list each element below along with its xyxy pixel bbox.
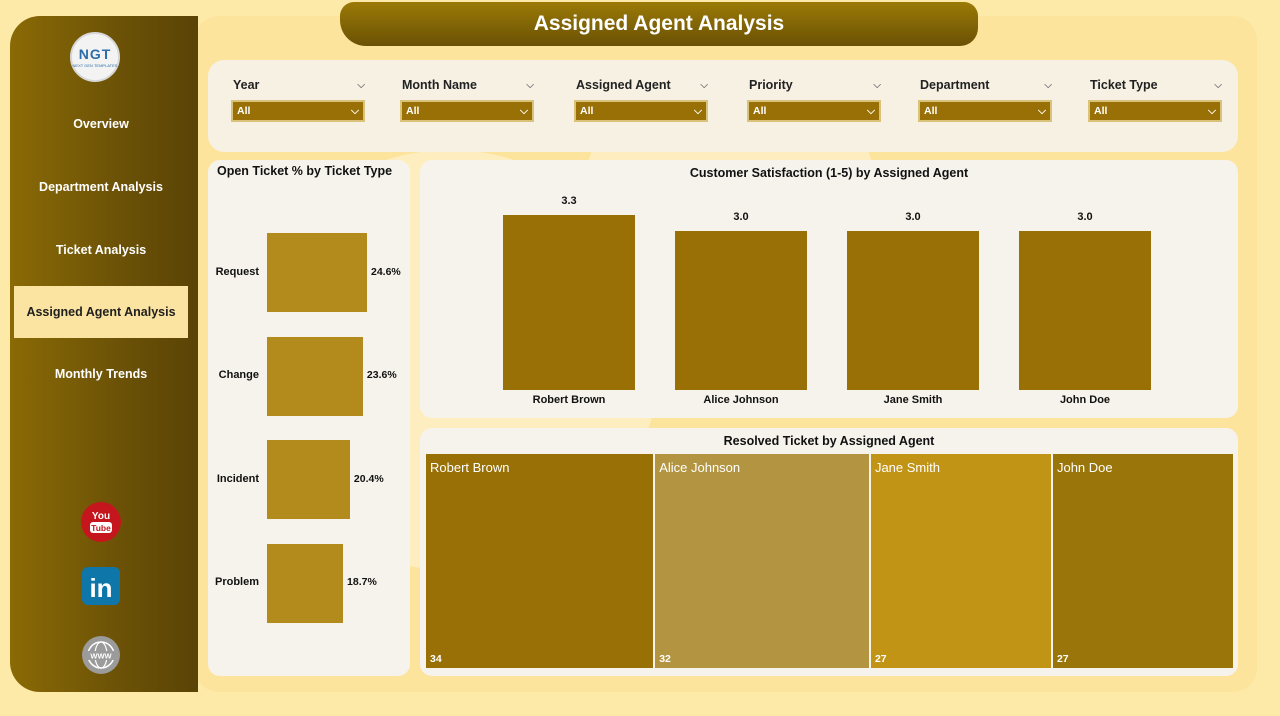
filter-month-name: Month Name ⌵ All ⌵ xyxy=(400,78,534,122)
treemap-tile-value: 32 xyxy=(659,653,671,665)
filter-priority: Priority ⌵ All ⌵ xyxy=(747,78,881,122)
bar-value-label: 23.6% xyxy=(366,369,397,381)
chevron-down-icon: ⌵ xyxy=(867,104,875,117)
bar[interactable] xyxy=(503,215,635,390)
bar-value-label: 24.6% xyxy=(371,265,401,278)
month-name-select[interactable]: All ⌵ xyxy=(400,100,534,122)
bar-category-label: Robert Brown xyxy=(532,394,606,406)
chevron-down-icon[interactable]: ⌵ xyxy=(700,79,708,91)
sidebar-item-label: Monthly Trends xyxy=(54,367,148,381)
sidebar-item-department-analysis[interactable]: Department Analysis xyxy=(14,161,188,213)
svg-text:in: in xyxy=(89,573,112,603)
select-value: All xyxy=(580,105,594,117)
bar-category-label: Request xyxy=(215,265,259,278)
sidebar-item-label: Department Analysis xyxy=(39,180,163,194)
select-value: All xyxy=(237,105,251,117)
bar-category-label: John Doe xyxy=(1059,394,1111,406)
sidebar-item-assigned-agent-analysis[interactable]: Assigned Agent Analysis xyxy=(14,286,188,338)
bar[interactable] xyxy=(675,230,807,390)
select-value: All xyxy=(924,105,938,117)
treemap-tile-value: 34 xyxy=(430,653,442,665)
sidebar-item-ticket-analysis[interactable]: Ticket Analysis xyxy=(14,224,188,276)
treemap-tile[interactable]: Alice Johnson 32 xyxy=(655,454,869,668)
bar-value-label: 18.7% xyxy=(347,576,377,588)
www-icon[interactable]: WWW xyxy=(80,634,122,676)
bar-value-label: 3.0 xyxy=(1077,210,1093,223)
sidebar-item-label: Assigned Agent Analysis xyxy=(26,305,176,319)
sidebar-item-overview[interactable]: Overview xyxy=(14,98,188,150)
treemap-tile[interactable]: John Doe 27 xyxy=(1052,454,1233,668)
chart-title: Customer Satisfaction (1-5) by Assigned … xyxy=(689,166,969,180)
treemap-tile-label: John Doe xyxy=(1056,460,1113,475)
chevron-down-icon: ⌵ xyxy=(1208,104,1216,117)
bar-category-label: Incident xyxy=(216,472,259,485)
chart-title: Resolved Ticket by Assigned Agent xyxy=(723,434,935,448)
sidebar-item-label: Ticket Analysis xyxy=(55,243,147,257)
ticket-type-select[interactable]: All ⌵ xyxy=(1088,100,1222,122)
bar[interactable] xyxy=(267,336,363,416)
linkedin-icon[interactable]: in xyxy=(80,565,122,607)
bar-category-label: Alice Johnson xyxy=(703,394,779,406)
chevron-down-icon: ⌵ xyxy=(694,104,702,117)
page-title-banner: Assigned Agent Analysis xyxy=(340,2,978,46)
sidebar-item-label: Overview xyxy=(73,117,129,131)
sidebar-item-monthly-trends[interactable]: Monthly Trends xyxy=(14,348,188,400)
bar-value-label: 3.0 xyxy=(733,210,749,223)
chevron-down-icon[interactable]: ⌵ xyxy=(1044,79,1052,91)
logo-subtitle: NEXT GEN TEMPLATES xyxy=(72,63,118,68)
svg-text:WWW: WWW xyxy=(90,652,112,661)
bar-value-label: 20.4% xyxy=(353,472,384,485)
bar-category-label: Change xyxy=(218,369,259,381)
filter-bar xyxy=(208,60,1238,152)
chart-title: Open Ticket % by Ticket Type xyxy=(217,164,393,178)
chevron-down-icon: ⌵ xyxy=(520,104,528,117)
bar-value-label: 3.3 xyxy=(561,195,577,207)
bar[interactable] xyxy=(267,233,367,312)
select-value: All xyxy=(406,105,420,117)
bar-value-label: 3.0 xyxy=(905,210,921,223)
svg-text:You: You xyxy=(92,511,110,522)
logo-text: NGT xyxy=(78,46,112,62)
filter-year: Year ⌵ All ⌵ xyxy=(231,78,365,122)
filter-department: Department ⌵ All ⌵ xyxy=(918,78,1052,122)
treemap-tile[interactable]: Jane Smith 27 xyxy=(870,454,1051,668)
chevron-down-icon: ⌵ xyxy=(1038,104,1046,117)
chevron-down-icon[interactable]: ⌵ xyxy=(873,79,881,91)
treemap-tile-label: Jane Smith xyxy=(874,460,940,475)
bar[interactable] xyxy=(267,543,344,623)
bar[interactable] xyxy=(267,440,350,519)
chevron-down-icon[interactable]: ⌵ xyxy=(357,79,365,91)
assigned-agent-select[interactable]: All ⌵ xyxy=(574,100,708,122)
logo: NGT NEXT GEN TEMPLATES xyxy=(70,32,120,82)
svg-text:Tube: Tube xyxy=(91,523,111,533)
filter-label: Department xyxy=(920,78,990,92)
year-select[interactable]: All ⌵ xyxy=(231,100,365,122)
priority-select[interactable]: All ⌵ xyxy=(747,100,881,122)
department-select[interactable]: All ⌵ xyxy=(918,100,1052,122)
filter-label: Ticket Type xyxy=(1090,78,1158,92)
filter-ticket-type: Ticket Type ⌵ All ⌵ xyxy=(1088,78,1222,122)
bar-category-label: Problem xyxy=(214,576,259,588)
select-value: All xyxy=(753,105,767,117)
treemap-tile-value: 27 xyxy=(874,653,887,665)
treemap-tile[interactable]: Robert Brown 34 xyxy=(426,454,654,668)
treemap-tile-value: 27 xyxy=(1056,653,1069,665)
chevron-down-icon: ⌵ xyxy=(351,104,359,117)
page-title: Assigned Agent Analysis xyxy=(533,12,785,35)
filter-label: Priority xyxy=(749,78,793,92)
bar[interactable] xyxy=(1019,230,1151,390)
filter-assigned-agent: Assigned Agent ⌵ All ⌵ xyxy=(574,78,708,122)
treemap-tile-label: Robert Brown xyxy=(430,460,510,475)
bar-category-label: Jane Smith xyxy=(883,394,943,406)
treemap-tile-label: Alice Johnson xyxy=(659,460,741,475)
chevron-down-icon[interactable]: ⌵ xyxy=(526,79,534,91)
youtube-icon[interactable]: You Tube xyxy=(80,501,122,543)
filter-label: Year xyxy=(233,78,260,92)
filter-label: Assigned Agent xyxy=(576,78,671,92)
chevron-down-icon[interactable]: ⌵ xyxy=(1214,79,1222,91)
filter-label: Month Name xyxy=(402,78,477,92)
select-value: All xyxy=(1094,105,1108,117)
bar[interactable] xyxy=(847,230,979,390)
